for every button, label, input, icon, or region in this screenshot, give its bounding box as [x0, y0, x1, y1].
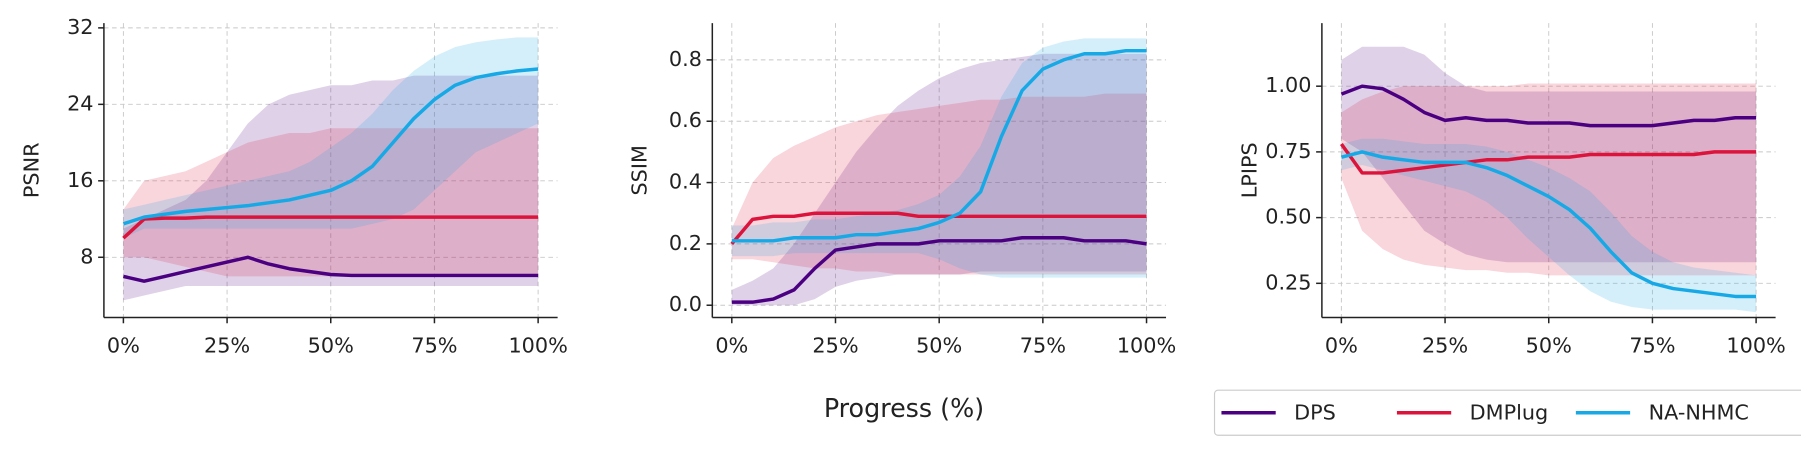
x-tick-label: 0%: [715, 333, 748, 357]
x-tick-label: 0%: [107, 333, 140, 357]
y-tick-label: 0.4: [669, 170, 702, 194]
series-line: [1340, 150, 1757, 299]
x-tick-label: 25%: [204, 333, 250, 357]
band: [123, 128, 539, 277]
x-tick-label: 25%: [1422, 333, 1468, 357]
y-tick-label: 0.25: [1265, 270, 1311, 294]
y-tick-label: 0.6: [669, 108, 702, 132]
x-tick-label: 100%: [1726, 333, 1785, 357]
y-axis-label: SSIM: [628, 145, 652, 195]
legend-label: DPS: [1294, 400, 1336, 424]
legend-label: DMPlug: [1470, 400, 1549, 424]
x-tick-label: 100%: [508, 333, 567, 357]
x-tick-label: 50%: [308, 333, 354, 357]
legend-label: NA-NHMC: [1649, 400, 1749, 424]
band: [123, 37, 539, 239]
series-line: [1340, 84, 1757, 128]
y-tick-label: 0.2: [669, 231, 702, 255]
y-tick-label: 32: [67, 15, 93, 39]
y-tick-label: 0.8: [669, 47, 702, 71]
band: [1341, 46, 1757, 263]
y-tick-label: 0.75: [1265, 139, 1311, 163]
band: [731, 53, 1147, 306]
y-axis-label: LPIPS: [1237, 142, 1261, 198]
series-line: [731, 236, 1147, 304]
series-line: [731, 48, 1147, 243]
x-tick-label: 75%: [1020, 333, 1066, 357]
y-tick-label: 24: [67, 91, 93, 115]
series-line: [123, 255, 539, 283]
y-tick-label: 0.50: [1265, 205, 1311, 229]
y-tick-label: 16: [67, 168, 93, 192]
x-tick-label: 0%: [1325, 333, 1358, 357]
series-line: [730, 211, 1147, 246]
y-tick-label: 8: [80, 244, 93, 268]
x-tick-label: 75%: [1629, 333, 1675, 357]
series-line: [122, 67, 539, 226]
y-tick-label: 1.00: [1265, 73, 1311, 97]
x-tick-label: 75%: [411, 333, 457, 357]
y-axis-label: PSNR: [19, 142, 43, 198]
legend-box: [1213, 389, 1801, 436]
series-line: [122, 215, 539, 240]
band: [123, 75, 539, 301]
y-tick-label: 0.0: [669, 292, 702, 316]
legend: DPS DMPlug NA-NHMC: [1213, 389, 1801, 436]
x-tick-label: 50%: [916, 333, 962, 357]
x-tick-label: 25%: [812, 333, 858, 357]
band: [1341, 138, 1757, 313]
band: [731, 93, 1147, 275]
series-line: [1339, 143, 1757, 175]
x-tick-label: 50%: [1526, 333, 1572, 357]
x-tick-label: 100%: [1117, 333, 1176, 357]
x-axis-label: Progress (%): [824, 393, 984, 423]
band: [1341, 83, 1757, 276]
